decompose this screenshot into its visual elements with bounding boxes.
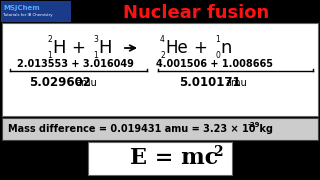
Text: 3: 3	[93, 35, 98, 44]
FancyBboxPatch shape	[2, 23, 318, 116]
Text: 0: 0	[215, 51, 220, 60]
Text: amu: amu	[75, 78, 97, 88]
Text: Nuclear fusion: Nuclear fusion	[123, 4, 269, 22]
FancyBboxPatch shape	[1, 1, 71, 22]
Text: E = mc: E = mc	[130, 147, 218, 169]
FancyBboxPatch shape	[2, 118, 318, 140]
Text: 2.013553 + 3.016049: 2.013553 + 3.016049	[17, 59, 133, 69]
Text: H: H	[52, 39, 66, 57]
Text: kg: kg	[256, 124, 273, 134]
Text: H: H	[98, 39, 111, 57]
Text: Mass difference = 0.019431 amu = 3.23 × 10: Mass difference = 0.019431 amu = 3.23 × …	[8, 124, 255, 134]
Text: +: +	[193, 39, 207, 57]
Text: 2: 2	[160, 51, 165, 60]
Text: 1: 1	[47, 51, 52, 60]
Text: 2: 2	[47, 35, 52, 44]
Text: 5.029602: 5.029602	[29, 76, 91, 89]
Text: +: +	[71, 39, 85, 57]
Text: n: n	[220, 39, 231, 57]
Text: -29: -29	[248, 122, 260, 128]
Text: MSJChem: MSJChem	[3, 5, 40, 11]
Text: 4.001506 + 1.008665: 4.001506 + 1.008665	[156, 59, 274, 69]
Text: amu: amu	[225, 78, 247, 88]
Text: 2: 2	[213, 145, 223, 159]
Text: 1: 1	[93, 51, 98, 60]
Text: 4: 4	[160, 35, 165, 44]
Text: 1: 1	[215, 35, 220, 44]
Text: He: He	[165, 39, 188, 57]
Text: 5.010171: 5.010171	[179, 76, 241, 89]
FancyBboxPatch shape	[88, 142, 232, 175]
Text: Tutorials for IB Chemistry: Tutorials for IB Chemistry	[3, 13, 52, 17]
